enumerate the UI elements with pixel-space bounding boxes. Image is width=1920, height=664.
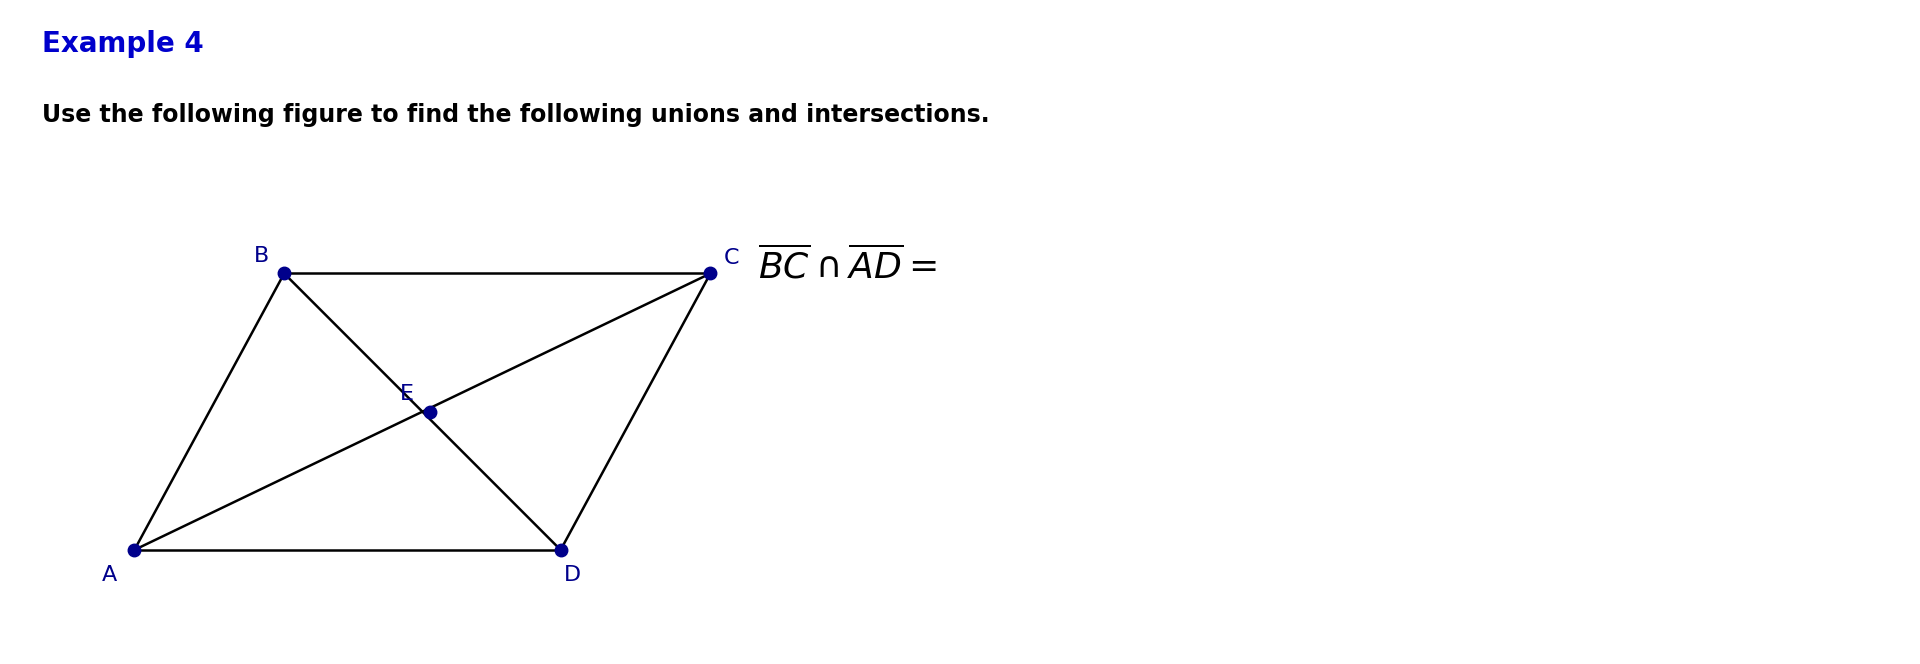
Text: Example 4: Example 4	[42, 30, 204, 58]
Text: E: E	[399, 384, 415, 404]
Text: A: A	[102, 565, 117, 585]
Text: Use the following figure to find the following unions and intersections.: Use the following figure to find the fol…	[42, 103, 991, 127]
Text: D: D	[564, 565, 580, 585]
Text: B: B	[253, 246, 269, 266]
Text: C: C	[724, 248, 739, 268]
Text: $\overline{BC} \cap \overline{AD} =$: $\overline{BC} \cap \overline{AD} =$	[758, 246, 937, 286]
